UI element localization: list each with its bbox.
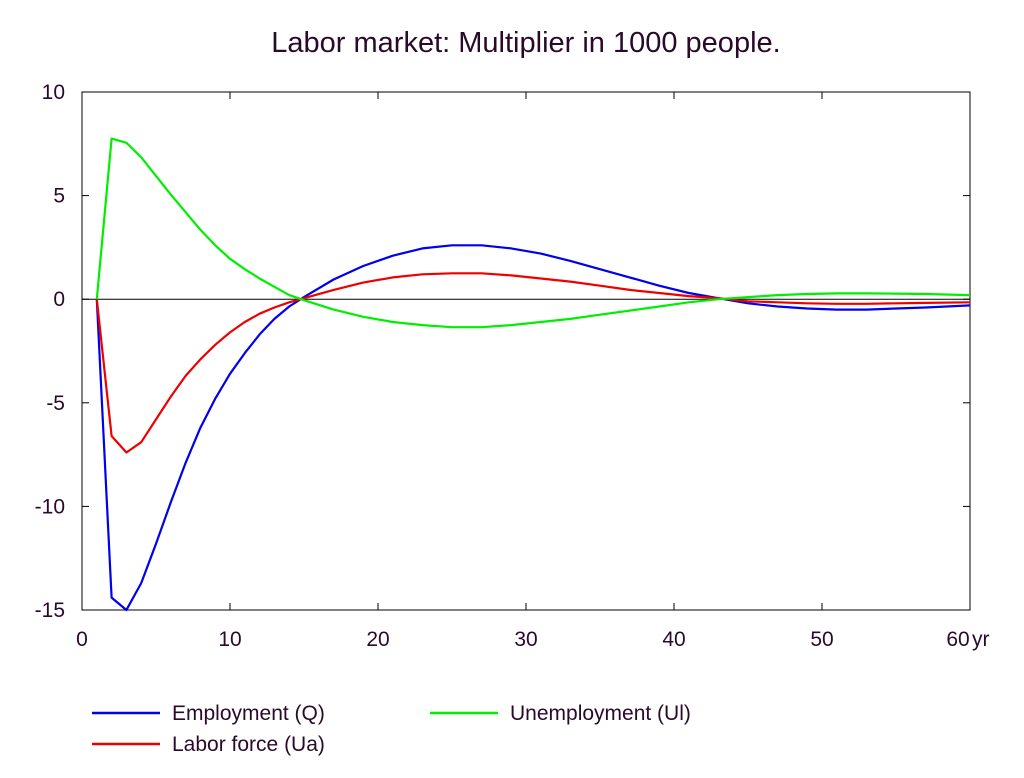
x-tick-label: 40: [662, 628, 685, 651]
x-tick-label: 20: [366, 628, 389, 651]
x-tick-label: 10: [218, 628, 241, 651]
series-line-labor-force-ua: [95, 272, 971, 454]
y-tick-label: -10: [35, 495, 65, 518]
legend-label-employment-q: Employment (Q): [172, 702, 325, 725]
legend: Employment (Q) Labor force (Ua) Unemployme…: [92, 702, 691, 756]
x-tick-label: 50: [810, 628, 833, 651]
x-tick-label: 60: [946, 628, 969, 651]
legend-label-labor-force-ua: Labor force (Ua): [172, 733, 325, 756]
chart-title: Labor market: Multiplier in 1000 people.: [271, 27, 780, 59]
y-tick-label: 0: [53, 288, 65, 311]
series-line-unemployment-ul: [95, 137, 971, 329]
y-tick-label: 10: [42, 81, 65, 104]
y-tick-label: 5: [53, 185, 65, 208]
y-tick-label: -15: [35, 599, 65, 622]
y-tick-label: -5: [46, 392, 65, 415]
x-tick-label: 30: [514, 628, 537, 651]
legend-label-unemployment-ul: Unemployment (Ul): [510, 702, 691, 725]
x-tick-label: 0: [76, 628, 88, 651]
x-unit-label: yr: [972, 628, 990, 651]
plot-frame: [81, 91, 971, 611]
series-line-employment-q: [95, 244, 971, 612]
